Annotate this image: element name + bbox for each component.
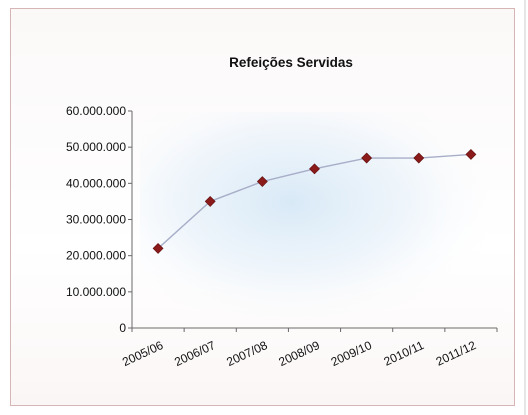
- series-markers: [152, 148, 477, 254]
- data-point-marker: [465, 148, 477, 160]
- y-tick-label: 10.000.000: [66, 285, 126, 299]
- y-tick-label: 30.000.000: [66, 213, 126, 227]
- x-tick-label: 2010/11: [382, 338, 427, 369]
- x-axis: 2005/06 2006/07 2007/08 2008/09 2009/10 2010/…: [120, 327, 498, 369]
- y-axis: 0 10.000.000 20.000.000 30.000.000 40.000.00…: [66, 104, 133, 335]
- plot-area-background: [140, 112, 500, 328]
- chart-title: Refeições Servidas: [229, 55, 353, 70]
- x-tick-label: 2007/08: [224, 338, 270, 369]
- data-point-marker: [413, 152, 425, 164]
- x-tick-label: 2006/07: [172, 338, 218, 369]
- data-point-marker: [309, 163, 320, 175]
- y-tick-label: 0: [119, 321, 126, 335]
- scan-edge: [524, 0, 526, 415]
- y-tick-label: 60.000.000: [66, 104, 126, 118]
- x-tick-label: 2005/06: [120, 338, 166, 369]
- data-point-marker: [361, 152, 373, 164]
- data-point-marker: [204, 195, 216, 207]
- y-tick-label: 20.000.000: [66, 249, 126, 263]
- x-tick-label: 2011/12: [434, 338, 479, 369]
- y-tick-label: 50.000.000: [66, 140, 126, 154]
- data-point-marker: [256, 176, 268, 187]
- x-tick-label: 2009/10: [329, 338, 375, 369]
- x-tick-label: 2008/09: [277, 338, 323, 369]
- y-tick-label: 40.000.000: [66, 176, 126, 190]
- data-point-marker: [152, 243, 164, 254]
